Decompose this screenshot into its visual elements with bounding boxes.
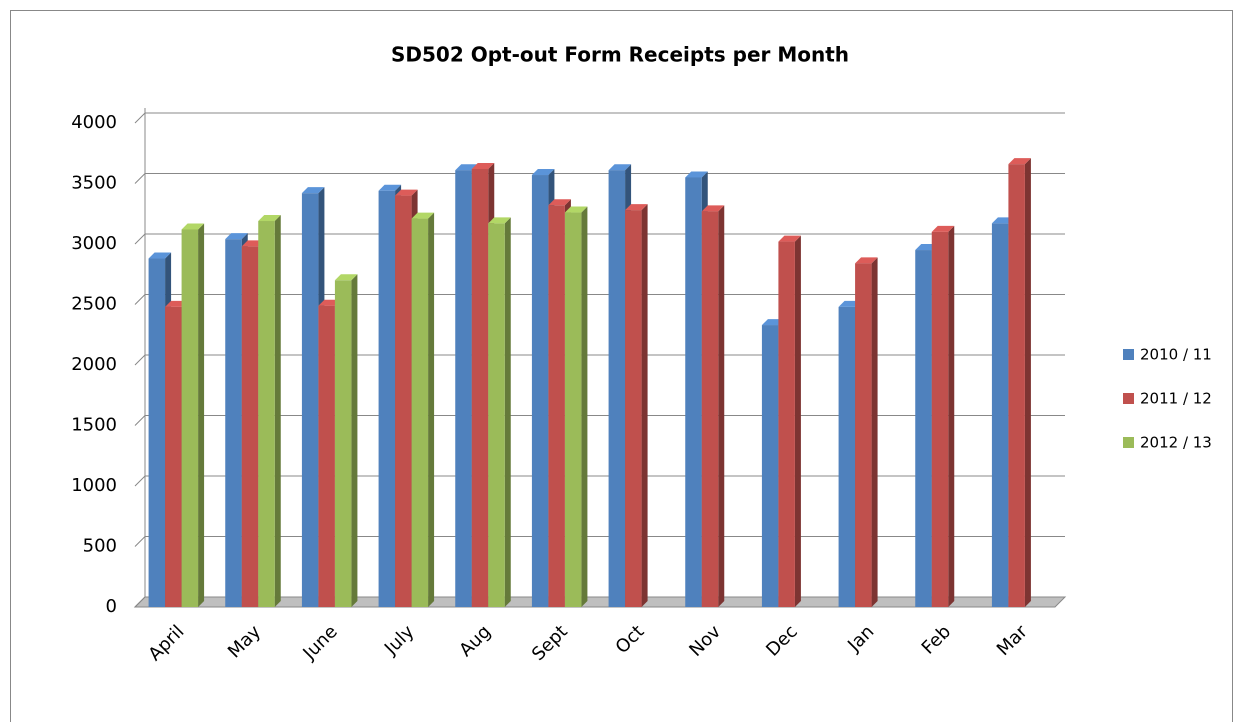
bar-side: [274, 215, 281, 607]
grid-line: [134, 536, 1065, 547]
bar-side: [794, 235, 801, 607]
legend-swatch: [1123, 437, 1134, 448]
bar: [395, 195, 412, 607]
grid-line: [134, 112, 1065, 124]
bar-top: [411, 212, 435, 219]
y-tick-label: 2500: [71, 294, 117, 315]
grid-line: [134, 354, 1065, 366]
bar: [855, 263, 872, 607]
bar-top: [564, 206, 588, 213]
bar-top: [181, 223, 205, 230]
y-tick-label: 0: [106, 596, 117, 617]
bar: [181, 229, 199, 608]
bar-top: [931, 225, 955, 232]
bar: [488, 223, 505, 607]
bar-top: [301, 187, 325, 194]
bar: [761, 325, 779, 607]
bar-top: [334, 274, 358, 281]
bar: [334, 280, 352, 607]
bar-top: [625, 204, 648, 211]
bar-side: [718, 205, 725, 607]
bar: [778, 241, 795, 607]
y-tick-label: 3500: [71, 173, 117, 194]
bar: [531, 175, 549, 607]
bar-top: [548, 199, 571, 206]
legend-swatch: [1123, 349, 1134, 360]
bar-top: [855, 257, 878, 264]
bar-top: [488, 217, 511, 224]
bar-top: [395, 189, 418, 196]
bar: [991, 223, 1009, 607]
bar: [225, 239, 242, 607]
bar: [1008, 164, 1025, 607]
bar: [701, 211, 719, 607]
bar: [608, 170, 626, 607]
grid-line: [134, 475, 1065, 487]
grid-line: [134, 233, 1065, 245]
y-tick-label: 1000: [71, 475, 117, 496]
grid-line: [134, 294, 1065, 305]
grid-line: [134, 415, 1065, 426]
bar-side: [198, 223, 205, 608]
bar-top: [531, 169, 555, 176]
bar: [915, 250, 932, 608]
bar: [258, 221, 275, 607]
bar: [625, 210, 642, 607]
bar-top: [378, 184, 402, 191]
bar: [548, 205, 565, 607]
bar-side: [504, 217, 511, 607]
bar: [411, 218, 429, 607]
bar: [241, 246, 259, 608]
bar-top: [685, 171, 708, 178]
y-tick-label: 1500: [71, 415, 117, 436]
chart-title: SD502 Opt-out Form Receipts per Month: [391, 43, 849, 67]
bar-side: [351, 274, 358, 607]
bar-top: [471, 162, 495, 169]
bar: [165, 306, 182, 607]
bar-top: [1008, 158, 1031, 165]
y-tick-label: 500: [83, 536, 117, 557]
bar: [318, 305, 335, 607]
bar: [564, 212, 582, 608]
legend-swatch: [1123, 393, 1134, 404]
bar-top: [701, 205, 725, 212]
bar-side: [871, 257, 878, 607]
bar: [685, 177, 702, 607]
bar-side: [1024, 158, 1031, 607]
legend-label: 2010 / 11: [1140, 346, 1212, 364]
bar-side: [641, 204, 648, 607]
bar: [455, 170, 472, 607]
y-tick-label: 2000: [71, 354, 117, 375]
y-tick-label: 3000: [71, 233, 117, 254]
bar-side: [581, 206, 588, 608]
bar-top: [225, 233, 248, 240]
bar-top: [608, 164, 632, 171]
grid-line: [134, 173, 1065, 184]
grid-line: [134, 596, 1065, 608]
bar-top: [148, 252, 172, 259]
bar-side: [428, 212, 435, 607]
bar-top: [778, 235, 801, 242]
bar: [378, 190, 396, 607]
bar: [301, 193, 319, 607]
bar-top: [258, 215, 281, 222]
legend-label: 2012 / 13: [1140, 434, 1212, 452]
bar: [838, 306, 856, 607]
y-tick-label: 4000: [71, 112, 117, 133]
legend-label: 2011 / 12: [1140, 390, 1212, 408]
bar: [931, 231, 949, 607]
bar: [471, 168, 489, 608]
bar-side: [948, 225, 955, 607]
bar: [148, 258, 166, 607]
